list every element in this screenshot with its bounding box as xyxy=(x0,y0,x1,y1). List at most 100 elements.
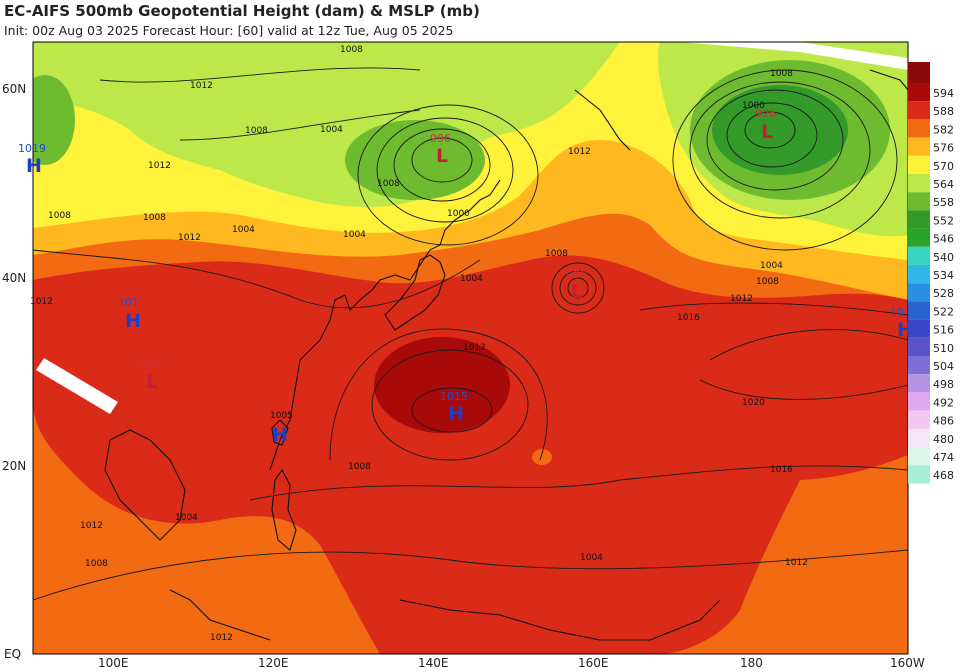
isobar-label: 1012 xyxy=(210,633,233,643)
low-center-symbol: L xyxy=(146,371,158,393)
colorbar-swatch xyxy=(908,210,930,229)
isobar-label: 1012 xyxy=(568,147,591,157)
isobar-label: 1008 xyxy=(340,45,363,55)
colorbar-label: 528 xyxy=(933,287,954,300)
lon-label-120e: 120E xyxy=(258,656,289,670)
colorbar-label: 582 xyxy=(933,123,954,136)
colorbar-label: 516 xyxy=(933,324,954,337)
low-center-value: 996 xyxy=(755,107,776,120)
isobar-label: 1004 xyxy=(320,125,343,135)
lon-label-180: 180 xyxy=(740,656,763,670)
coverage-gap-bar-left xyxy=(36,358,118,414)
colorbar-swatch xyxy=(908,465,930,484)
isobar-label: 1008 xyxy=(348,462,371,472)
isobar-label: 1008 xyxy=(143,213,166,223)
low-center-value: 997 xyxy=(140,358,161,371)
colorbar-label: 594 xyxy=(933,87,954,100)
isobar-label: 1008 xyxy=(85,559,108,569)
colorbar-swatch xyxy=(908,265,930,284)
isobar-label: 1004 xyxy=(760,261,783,271)
colorbar-swatch xyxy=(908,301,930,320)
colorbar-swatch xyxy=(908,283,930,302)
lon-label-160w: 160W xyxy=(890,656,925,670)
high-center-value: 1019 xyxy=(18,142,46,155)
colorbar-label: 492 xyxy=(933,396,954,409)
high-center-symbol: H xyxy=(448,403,464,425)
colorbar-swatch xyxy=(908,337,930,356)
map-title: EC-AIFS 500mb Geopotential Height (dam) … xyxy=(4,2,480,20)
colorbar-label: 564 xyxy=(933,178,954,191)
colorbar-swatch xyxy=(908,428,930,447)
colorbar: 594 588 582 576 570 564 558 552 546 540 534 528 522 5… xyxy=(908,62,954,484)
isobar-label: 1005 xyxy=(270,411,293,421)
isobar-label: 1008 xyxy=(770,69,793,79)
colorbar-swatch xyxy=(908,174,930,193)
lat-label-20n: 20N xyxy=(2,459,26,473)
colorbar-label: 552 xyxy=(933,214,954,227)
isobar-label: 1004 xyxy=(580,553,603,563)
height-field xyxy=(33,42,908,654)
pressure-centers: 1019 H 996 L 996 L 998 L 101 H 997 L 101… xyxy=(18,107,913,446)
colorbar-label: 510 xyxy=(933,342,954,355)
lon-label-140e: 140E xyxy=(418,656,449,670)
isobar-label: 1012 xyxy=(30,297,53,307)
colorbar-label: 486 xyxy=(933,415,954,428)
lat-label-40n: 40N xyxy=(2,271,26,285)
colorbar-swatch xyxy=(908,392,930,411)
colorbar-swatch xyxy=(908,101,930,120)
colorbar-swatch xyxy=(908,228,930,247)
coverage-gap-bar-top xyxy=(680,42,908,70)
low-center-value: 998 xyxy=(566,268,587,281)
colorbar-swatch xyxy=(908,374,930,393)
colorbar-swatch xyxy=(908,155,930,174)
lon-label-100e: 100E xyxy=(98,656,129,670)
colorbar-label: 468 xyxy=(933,469,954,482)
isobar-label: 1008 xyxy=(245,126,268,136)
colorbar-swatch xyxy=(908,192,930,211)
colorbar-label: 534 xyxy=(933,269,954,282)
colorbar-label: 558 xyxy=(933,196,954,209)
isobar-label: 1012 xyxy=(190,81,213,91)
isobar-label: 1000 xyxy=(447,209,470,219)
map-subtitle: Init: 00z Aug 03 2025 Forecast Hour: [60… xyxy=(4,23,454,38)
lat-label-eq: EQ xyxy=(4,647,21,661)
isobar-label: 1008 xyxy=(48,211,71,221)
colorbar-top-swatch xyxy=(908,62,930,83)
colorbar-swatch xyxy=(908,356,930,375)
high-center-symbol: H xyxy=(125,310,141,332)
isobar-label: 1012 xyxy=(148,161,171,171)
colorbar-label: 504 xyxy=(933,360,954,373)
colorbar-swatch xyxy=(908,319,930,338)
low-center-symbol: L xyxy=(571,281,583,303)
colorbar-swatch xyxy=(908,410,930,429)
colorbar-label: 498 xyxy=(933,378,954,391)
isobar-label: 1004 xyxy=(343,230,366,240)
colorbar-label: 570 xyxy=(933,160,954,173)
colorbar-label: 522 xyxy=(933,305,954,318)
colorbar-swatch xyxy=(908,137,930,156)
isobar-label: 1016 xyxy=(770,465,793,475)
colorbar-swatch xyxy=(908,119,930,138)
high-center-symbol: H xyxy=(26,155,42,177)
isobar-label: 1000 xyxy=(742,101,765,111)
colorbar-swatch xyxy=(908,246,930,265)
isobar-label: 1004 xyxy=(175,513,198,523)
high-center-value: 1015 xyxy=(440,390,468,403)
isobar-label: 1004 xyxy=(232,225,255,235)
high-center-value: 10 xyxy=(890,306,904,319)
isobar-label: 1012 xyxy=(463,343,486,353)
colorbar-swatch xyxy=(908,83,930,102)
isobar-label: 1008 xyxy=(545,249,568,259)
high-center-symbol: H xyxy=(272,424,288,446)
isobar-label: 1012 xyxy=(178,233,201,243)
isobar-label: 1008 xyxy=(756,277,779,287)
isobar-label: 1020 xyxy=(742,398,765,408)
lat-label-60n: 60N xyxy=(2,82,26,96)
low-center-symbol: L xyxy=(436,145,448,167)
lon-label-160e: 160E xyxy=(578,656,609,670)
colorbar-label: 540 xyxy=(933,251,954,264)
isobar-label: 1008 xyxy=(377,179,400,189)
isobar-label: 1012 xyxy=(80,521,103,531)
isobar-label: 1012 xyxy=(730,294,753,304)
isobar-label: 1016 xyxy=(677,313,700,323)
